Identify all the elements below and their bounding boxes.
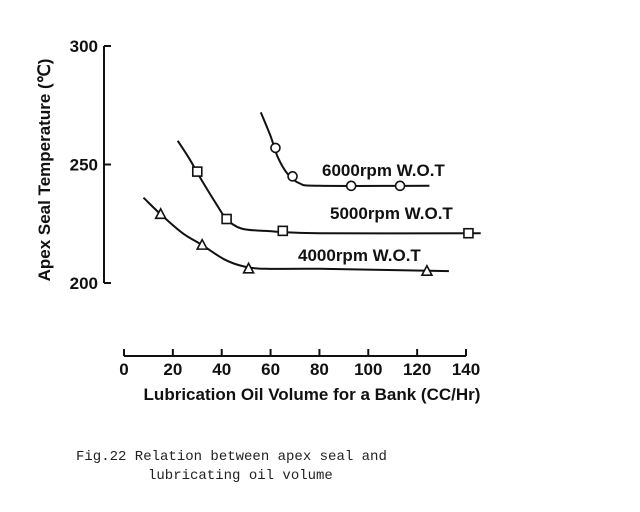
chart: 200 250 300 0 20 40 60 80 100 120 140 6000rpm W.O.… — [35, 37, 481, 404]
x-tick-label-80: 80 — [310, 360, 329, 379]
marker-circle-1 — [270, 142, 281, 154]
x-tick-label-20: 20 — [163, 360, 182, 379]
marker-triangle-3 — [242, 261, 255, 274]
y-axis-title: Apex Seal Temperature (℃) — [35, 59, 54, 282]
figure-caption: Fig.22 Relation between apex seal and lub… — [76, 448, 387, 486]
series-line-triangle — [142, 196, 449, 273]
x-tick-label-40: 40 — [212, 360, 231, 379]
marker-triangle-4 — [420, 264, 434, 277]
x-axis-title: Lubrication Oil Volume for a Bank (CC/Hr… — [144, 385, 481, 404]
chart-axes: 200 250 300 0 20 40 60 80 100 120 140 — [70, 37, 481, 379]
x-tick-label-140: 140 — [452, 360, 480, 379]
x-tick-label-100: 100 — [354, 360, 382, 379]
caption-line-2: lubricating oil volume — [148, 468, 333, 484]
marker-square-2 — [221, 213, 232, 225]
x-tick-label-120: 120 — [403, 360, 431, 379]
marker-circle-4 — [394, 180, 406, 192]
y-tick-label-200: 200 — [70, 274, 98, 293]
chart-series: 6000rpm W.O.T 5000rpm W.O.T 4000rpm W.O.T — [142, 112, 481, 277]
marker-square-3 — [277, 225, 289, 237]
x-tick-label-60: 60 — [261, 360, 280, 379]
series-label-square: 5000rpm W.O.T — [330, 204, 453, 223]
marker-square-1 — [191, 166, 203, 177]
marker-triangle-1 — [154, 207, 167, 220]
y-tick-label-250: 250 — [70, 156, 98, 175]
marker-triangle-2 — [195, 237, 209, 250]
marker-square-4 — [463, 227, 474, 239]
series-label-triangle: 4000rpm W.O.T — [298, 246, 421, 265]
marker-circle-3 — [345, 180, 357, 192]
y-tick-label-300: 300 — [70, 37, 98, 56]
x-tick-label-0: 0 — [119, 360, 128, 379]
series-label-circle: 6000rpm W.O.T — [322, 161, 445, 180]
caption-line-1: Fig.22 Relation between apex seal and — [76, 449, 387, 465]
marker-circle-2 — [287, 171, 298, 182]
